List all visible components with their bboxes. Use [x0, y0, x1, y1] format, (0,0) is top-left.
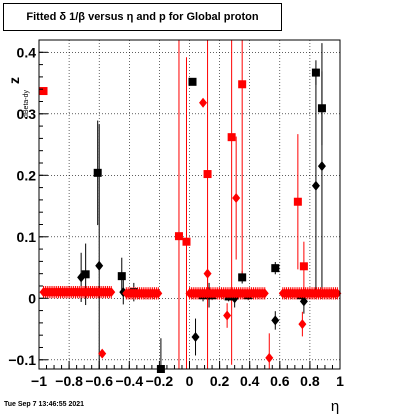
data-point-square — [39, 87, 48, 96]
data-point-square — [93, 168, 102, 177]
x-tick-label: 0.2 — [210, 373, 230, 389]
y-tick-label: −0.1 — [8, 352, 36, 368]
data-point-diamond — [191, 332, 200, 343]
data-point-square — [174, 232, 183, 241]
data-point-diamond — [311, 180, 320, 191]
y-axis-label-subscript: dBeta-dy — [23, 89, 30, 118]
data-point-square — [238, 80, 247, 89]
data-point-diamond — [265, 352, 274, 363]
x-tick-label: −1 — [31, 373, 47, 389]
data-point-square — [227, 133, 236, 142]
data-point-diamond — [298, 319, 307, 330]
x-tick-label: 0.6 — [270, 373, 290, 389]
data-point-square — [182, 237, 191, 246]
data-point-square — [188, 77, 197, 86]
data-point-diamond — [77, 272, 86, 283]
data-point-diamond — [154, 288, 163, 299]
data-point-square — [293, 197, 302, 206]
data-point-diamond — [299, 296, 308, 307]
chart-title-box: Fitted δ 1/β versus η and p for Global p… — [3, 3, 282, 31]
data-markers — [39, 68, 342, 373]
x-tick-label: −0.4 — [115, 373, 143, 389]
data-point-square — [117, 272, 126, 281]
data-point-diamond — [203, 268, 212, 279]
x-tick-label: 0 — [186, 373, 194, 389]
timestamp-text: Tue Sep 7 13:46:55 2021 — [4, 401, 85, 408]
data-point-diamond — [317, 161, 326, 172]
y-tick-label: 0 — [28, 290, 36, 306]
y-tick-label: 0.3 — [17, 106, 37, 122]
data-point-square — [271, 264, 280, 273]
data-point-square — [311, 68, 320, 77]
y-tick-label: 0.2 — [17, 167, 37, 183]
chart-title: Fitted δ 1/β versus η and p for Global p… — [26, 11, 259, 23]
x-axis-label: η — [331, 398, 339, 414]
x-tick-label: −0.8 — [55, 373, 83, 389]
data-point-diamond — [333, 288, 342, 299]
x-tick-label: −0.6 — [85, 373, 113, 389]
data-point-square — [238, 273, 247, 282]
y-axis-label: z dBeta-dy — [6, 77, 30, 118]
grid-lines — [39, 40, 340, 369]
y-tick-label: 0.1 — [17, 229, 37, 245]
data-point-diamond — [260, 288, 269, 299]
data-point-diamond — [271, 315, 280, 326]
y-axis-label-main: z — [6, 77, 22, 84]
y-tick-label: 0.4 — [17, 44, 37, 60]
data-point-square — [203, 170, 212, 179]
x-tick-label: −0.2 — [146, 373, 174, 389]
error-bars — [43, 40, 338, 369]
timestamp-footer: Tue Sep 7 13:46:55 2021 — [4, 401, 84, 408]
data-point-square — [317, 104, 326, 113]
axis-ticks: −1 −0.8 −0.6 −0.4 −0.2 0 0.2 0.4 0.6 0.8 1 −0.1 0 0.1… — [8, 44, 344, 389]
data-point-diamond — [199, 97, 208, 108]
data-point-square — [81, 270, 90, 279]
data-point-square — [299, 262, 308, 271]
data-point-diamond — [232, 193, 241, 204]
data-point-diamond — [107, 287, 116, 298]
x-tick-label: 0.8 — [300, 373, 320, 389]
x-tick-label: 1 — [336, 373, 344, 389]
x-tick-label: 0.4 — [240, 373, 260, 389]
data-point-diamond — [95, 260, 104, 271]
data-point-diamond — [223, 310, 232, 321]
data-point-diamond — [98, 348, 107, 359]
